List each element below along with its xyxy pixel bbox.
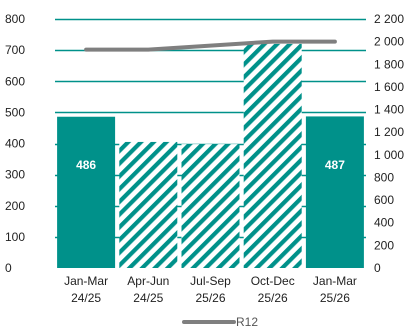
left-axis-tick-label: 100 <box>5 230 25 244</box>
left-axis-tick-label: 200 <box>5 199 25 213</box>
category-label-line1: Jan-Mar <box>64 274 108 288</box>
bar-data-label: 487 <box>325 158 345 172</box>
left-axis-tick-label: 0 <box>5 261 12 275</box>
bar-hatched <box>244 44 302 268</box>
bars <box>57 44 364 268</box>
right-axis-tick-label: 400 <box>374 216 394 230</box>
right-axis-tick-label: 600 <box>374 193 394 207</box>
legend-label-r12: R12 <box>236 315 258 329</box>
category-label-line1: Oct-Dec <box>251 274 295 288</box>
category-label-line2: 25/26 <box>320 291 350 305</box>
category-axis: Jan-Mar 24/25 Apr-Jun 24/25 Jul-Sep 25/26 Oct-… <box>64 274 357 305</box>
category-label-line2: 25/26 <box>195 291 225 305</box>
category-label-line2: 24/25 <box>133 291 163 305</box>
left-axis-tick-label: 800 <box>5 12 25 26</box>
bar-hatched <box>119 142 177 268</box>
right-axis-tick-label: 1 400 <box>374 103 404 117</box>
legend: R12 <box>184 315 258 329</box>
left-axis-tick-label: 700 <box>5 43 25 57</box>
left-axis-tick-label: 300 <box>5 168 25 182</box>
category-label-line1: Jan-Mar <box>313 274 357 288</box>
bar-data-label: 486 <box>76 158 96 172</box>
bar-solid <box>306 116 364 268</box>
category-label-line1: Jul-Sep <box>190 274 231 288</box>
right-axis-ticks: 0 200 400 600 800 1 000 1 200 1 400 1 600 1 800 2 … <box>374 12 404 275</box>
right-axis-tick-label: 2 200 <box>374 12 404 26</box>
right-axis-tick-label: 1 000 <box>374 148 404 162</box>
right-axis-tick-label: 1 200 <box>374 125 404 139</box>
right-axis-tick-label: 1 600 <box>374 80 404 94</box>
category-label-line2: 24/25 <box>71 291 101 305</box>
bar-hatched <box>182 144 240 268</box>
category-label-line2: 25/26 <box>258 291 288 305</box>
right-axis-tick-label: 1 800 <box>374 57 404 71</box>
right-axis-tick-label: 200 <box>374 238 394 252</box>
left-axis-ticks: 0 100 200 300 400 500 600 700 800 <box>5 12 25 275</box>
bar-solid <box>57 117 115 268</box>
right-axis-tick-label: 800 <box>374 170 394 184</box>
left-axis-tick-label: 600 <box>5 74 25 88</box>
left-axis-tick-label: 500 <box>5 105 25 119</box>
right-axis-tick-label: 0 <box>374 261 381 275</box>
category-label-line1: Apr-Jun <box>127 274 169 288</box>
right-axis-tick-label: 2 000 <box>374 35 404 49</box>
left-axis-tick-label: 400 <box>5 137 25 151</box>
